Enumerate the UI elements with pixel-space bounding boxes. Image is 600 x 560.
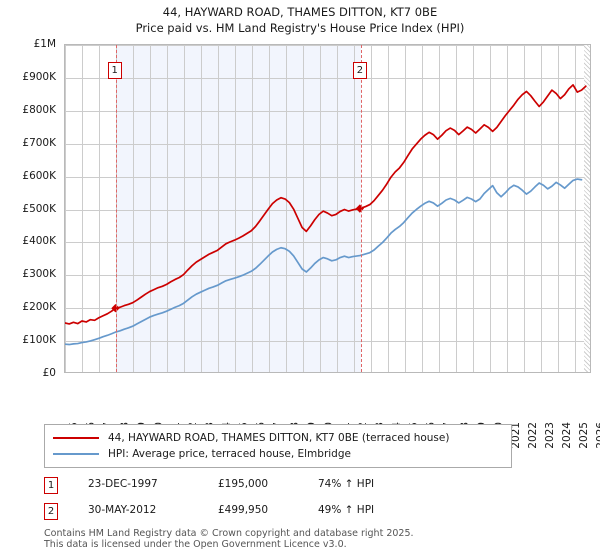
sale-point-marker-1[interactable]: [111, 304, 120, 313]
gridline-vertical: [99, 45, 100, 372]
gridline-horizontal: [65, 209, 590, 211]
page-subtitle: Price paid vs. HM Land Registry's House …: [135, 21, 465, 35]
gridline-horizontal: [65, 77, 590, 79]
gridline-horizontal: [65, 275, 590, 277]
gridline-vertical: [558, 45, 559, 372]
provisional-data-hatching: [583, 45, 590, 372]
gridline-horizontal: [65, 143, 590, 145]
y-axis-labels: £0 £100K £200K £300K £400K £500K £600K £700K £80…: [0, 39, 60, 379]
legend-label-hpi: HPI: Average price, terraced house, Elmb…: [108, 448, 351, 460]
gridline-horizontal: [65, 308, 590, 310]
sale-event-line-2: [360, 45, 362, 372]
y-tick-label: £800K: [22, 103, 56, 116]
y-tick-label: £700K: [22, 136, 56, 149]
copyright-footer: Contains HM Land Registry data © Crown c…: [44, 528, 564, 550]
transactions-table: 1 23-DEC-1997 £195,000 74% ↑ HPI 2 30-MA…: [44, 475, 514, 527]
gridline-vertical: [473, 45, 474, 372]
plot-inner: [65, 45, 590, 372]
gridline-vertical: [218, 45, 219, 372]
gridline-vertical: [371, 45, 372, 372]
txn-date: 23-DEC-1997: [88, 478, 158, 490]
sale-point-marker-2[interactable]: [355, 204, 365, 213]
gridline-horizontal: [65, 242, 590, 244]
gridline-vertical: [252, 45, 253, 372]
y-tick-label: £500K: [22, 202, 56, 215]
series-line-hpi: [65, 179, 582, 344]
gridline-vertical: [133, 45, 134, 372]
gridline-vertical: [490, 45, 491, 372]
gridline-horizontal: [65, 110, 590, 112]
gridline-vertical: [201, 45, 202, 372]
gridline-vertical: [235, 45, 236, 372]
gridline-vertical: [541, 45, 542, 372]
gridline-vertical: [303, 45, 304, 372]
legend-item-property: 44, HAYWARD ROAD, THAMES DITTON, KT7 0BE…: [53, 430, 503, 446]
gridline-vertical: [286, 45, 287, 372]
footer-line-2: This data is licensed under the Open Gov…: [44, 539, 347, 550]
y-tick-label: £400K: [22, 235, 56, 248]
x-tick-label: 2022: [527, 422, 539, 449]
chart-legend: 44, HAYWARD ROAD, THAMES DITTON, KT7 0BE…: [44, 424, 512, 468]
txn-price: £499,950: [218, 504, 269, 516]
page-title: 44, HAYWARD ROAD, THAMES DITTON, KT7 0BE: [162, 5, 438, 19]
series-line-property: [65, 85, 586, 324]
txn-hpi-delta: 74% ↑ HPI: [318, 478, 375, 490]
gridline-vertical: [439, 45, 440, 372]
gridline-vertical: [456, 45, 457, 372]
sale-event-line-1: [115, 45, 117, 372]
gridline-vertical: [150, 45, 151, 372]
gridline-horizontal: [65, 45, 590, 46]
gridline-vertical: [507, 45, 508, 372]
txn-date: 30-MAY-2012: [88, 504, 157, 516]
table-row[interactable]: 2 30-MAY-2012 £499,950 49% ↑ HPI: [44, 501, 514, 527]
table-row[interactable]: 1 23-DEC-1997 £195,000 74% ↑ HPI: [44, 475, 514, 501]
y-tick-label: £1M: [33, 38, 56, 50]
y-tick-label: £600K: [22, 169, 56, 182]
gridline-vertical: [320, 45, 321, 372]
x-tick-label: 2026: [595, 422, 600, 449]
y-tick-label: £100K: [22, 334, 56, 347]
gridline-vertical: [524, 45, 525, 372]
plot-area: [64, 44, 591, 373]
y-tick-label: £200K: [22, 301, 56, 314]
gridline-horizontal: [65, 341, 590, 343]
x-tick-label: 2025: [578, 422, 590, 449]
series-lines: [65, 45, 590, 372]
txn-index-badge: 2: [44, 503, 58, 520]
legend-swatch-property: [53, 437, 99, 439]
legend-label-property: 44, HAYWARD ROAD, THAMES DITTON, KT7 0BE…: [108, 432, 450, 444]
gridline-vertical: [354, 45, 355, 372]
legend-swatch-hpi: [53, 453, 99, 455]
sale-event-badge-1[interactable]: 1: [107, 62, 122, 79]
txn-hpi-delta: 49% ↑ HPI: [318, 504, 375, 516]
x-tick-label: 2024: [561, 422, 573, 449]
gridline-vertical: [388, 45, 389, 372]
gridline-vertical: [405, 45, 406, 372]
gridline-vertical: [167, 45, 168, 372]
txn-index-badge: 1: [44, 477, 58, 494]
gridline-vertical: [337, 45, 338, 372]
gridline-vertical: [422, 45, 423, 372]
x-tick-label: 2023: [544, 422, 556, 449]
gridline-vertical: [65, 45, 66, 372]
txn-price: £195,000: [218, 478, 269, 490]
sale-event-badge-2[interactable]: 2: [352, 62, 367, 79]
gridline-vertical: [184, 45, 185, 372]
chart-title-block: 44, HAYWARD ROAD, THAMES DITTON, KT7 0BE…: [0, 4, 600, 36]
y-tick-label: £300K: [22, 268, 56, 281]
y-tick-label: £900K: [22, 70, 56, 83]
gridline-vertical: [82, 45, 83, 372]
legend-item-hpi: HPI: Average price, terraced house, Elmb…: [53, 446, 503, 462]
gridline-horizontal: [65, 176, 590, 178]
x-axis-labels: 1995199619971998199920002001200220032004…: [64, 376, 600, 449]
y-tick-label: £0: [42, 367, 56, 379]
footer-line-1: Contains HM Land Registry data © Crown c…: [44, 528, 414, 539]
gridline-vertical: [575, 45, 576, 372]
